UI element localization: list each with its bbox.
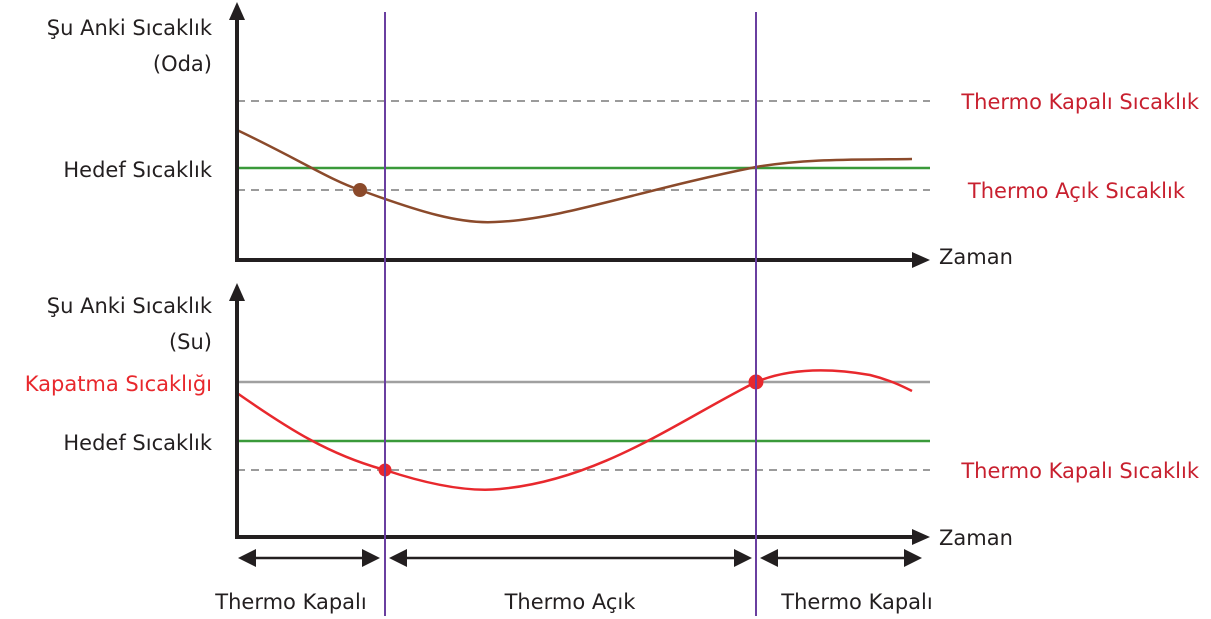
bottom-chart: Şu Anki Sıcaklık (Su) Kapatma Sıcaklığı … [25,283,1200,550]
bottom-shutoff-label: Kapatma Sıcaklığı [25,372,212,396]
phase-2-left-arrow-icon [389,549,407,567]
phase-3-label: Thermo Kapalı [780,590,932,614]
phase-1-left-arrow-icon [238,549,256,567]
top-thermo-off-label: Thermo Kapalı Sıcaklık [960,90,1200,114]
top-target-label: Hedef Sıcaklık [63,158,212,182]
top-y-axis-arrow-icon [229,2,245,20]
bottom-x-axis-arrow-icon [912,529,930,545]
room-temperature-curve [236,128,913,224]
bottom-thermo-off-label: Thermo Kapalı Sıcaklık [960,459,1200,483]
water-temperature-curve [236,369,913,491]
top-chart: Şu Anki Sıcaklık (Oda) Hedef Sıcaklık Za… [47,2,1200,269]
top-y-axis-label-line2: (Oda) [153,52,212,76]
top-x-axis-label: Zaman [939,245,1013,269]
phase-1-right-arrow-icon [362,549,380,567]
bottom-y-axis-label-line2: (Su) [169,330,212,354]
top-thermo-on-label: Thermo Açık Sıcaklık [967,179,1186,203]
top-y-axis-label-line1: Şu Anki Sıcaklık [47,16,213,40]
phase-arrows [238,549,922,567]
bottom-y-axis-label-line1: Şu Anki Sıcaklık [47,294,213,318]
phase-3-left-arrow-icon [760,549,778,567]
phase-3-right-arrow-icon [904,549,922,567]
room-thermo-on-point [353,183,367,197]
phase-2-right-arrow-icon [734,549,752,567]
bottom-x-axis-label: Zaman [939,526,1013,550]
top-x-axis-arrow-icon [912,252,930,268]
phase-2-label: Thermo Açık [504,590,637,614]
bottom-target-label: Hedef Sıcaklık [63,431,212,455]
phase-1-label: Thermo Kapalı [214,590,366,614]
bottom-y-axis-arrow-icon [229,283,245,301]
